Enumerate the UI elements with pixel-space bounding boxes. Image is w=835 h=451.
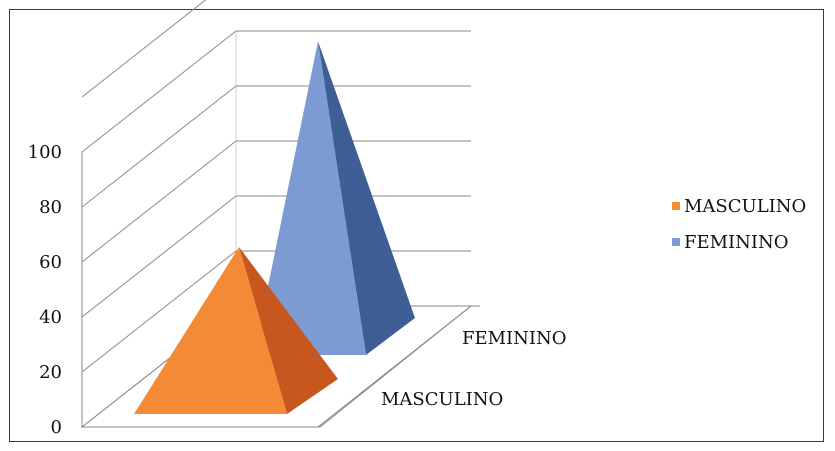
legend-swatch — [672, 238, 680, 246]
legend: MASCULINO FEMININO — [672, 196, 806, 253]
pyramid-feminino — [254, 41, 415, 355]
y-tick-label: 80 — [39, 197, 62, 218]
gridline-side — [81, 30, 237, 153]
y-tick-label: 60 — [39, 252, 62, 273]
pyramid-front-face — [134, 247, 287, 414]
chart-frame — [9, 9, 824, 442]
gridline-side — [81, 140, 237, 263]
pyramid-side-face — [239, 247, 338, 414]
y-tick-label: 0 — [51, 417, 62, 438]
y-tick-label: 20 — [39, 362, 62, 383]
pyramid-side-face — [318, 41, 415, 355]
pyramid-masculino — [134, 247, 338, 414]
floor-tick — [317, 423, 323, 428]
gridline-side — [81, 195, 237, 318]
floor-category-divider — [394, 357, 407, 367]
x-axis: MASCULINO FEMININO — [381, 328, 567, 410]
pyramids — [134, 41, 415, 414]
pyramid-front-face — [254, 41, 366, 355]
category-label: MASCULINO — [381, 389, 503, 410]
y-tick-label: 40 — [39, 307, 62, 328]
gridline-side — [81, 85, 237, 208]
legend-label: MASCULINO — [684, 196, 806, 217]
y-tick-label: 100 — [28, 142, 62, 163]
legend-label: FEMININO — [684, 232, 789, 253]
gridlines — [81, 0, 471, 428]
legend-swatch — [672, 202, 680, 210]
floor-front-edge — [317, 305, 472, 428]
y-axis: 0 20 40 60 80 100 — [28, 142, 62, 438]
gridline-side — [81, 250, 237, 373]
gridline-side — [81, 0, 207, 98]
category-label: FEMININO — [462, 328, 567, 349]
